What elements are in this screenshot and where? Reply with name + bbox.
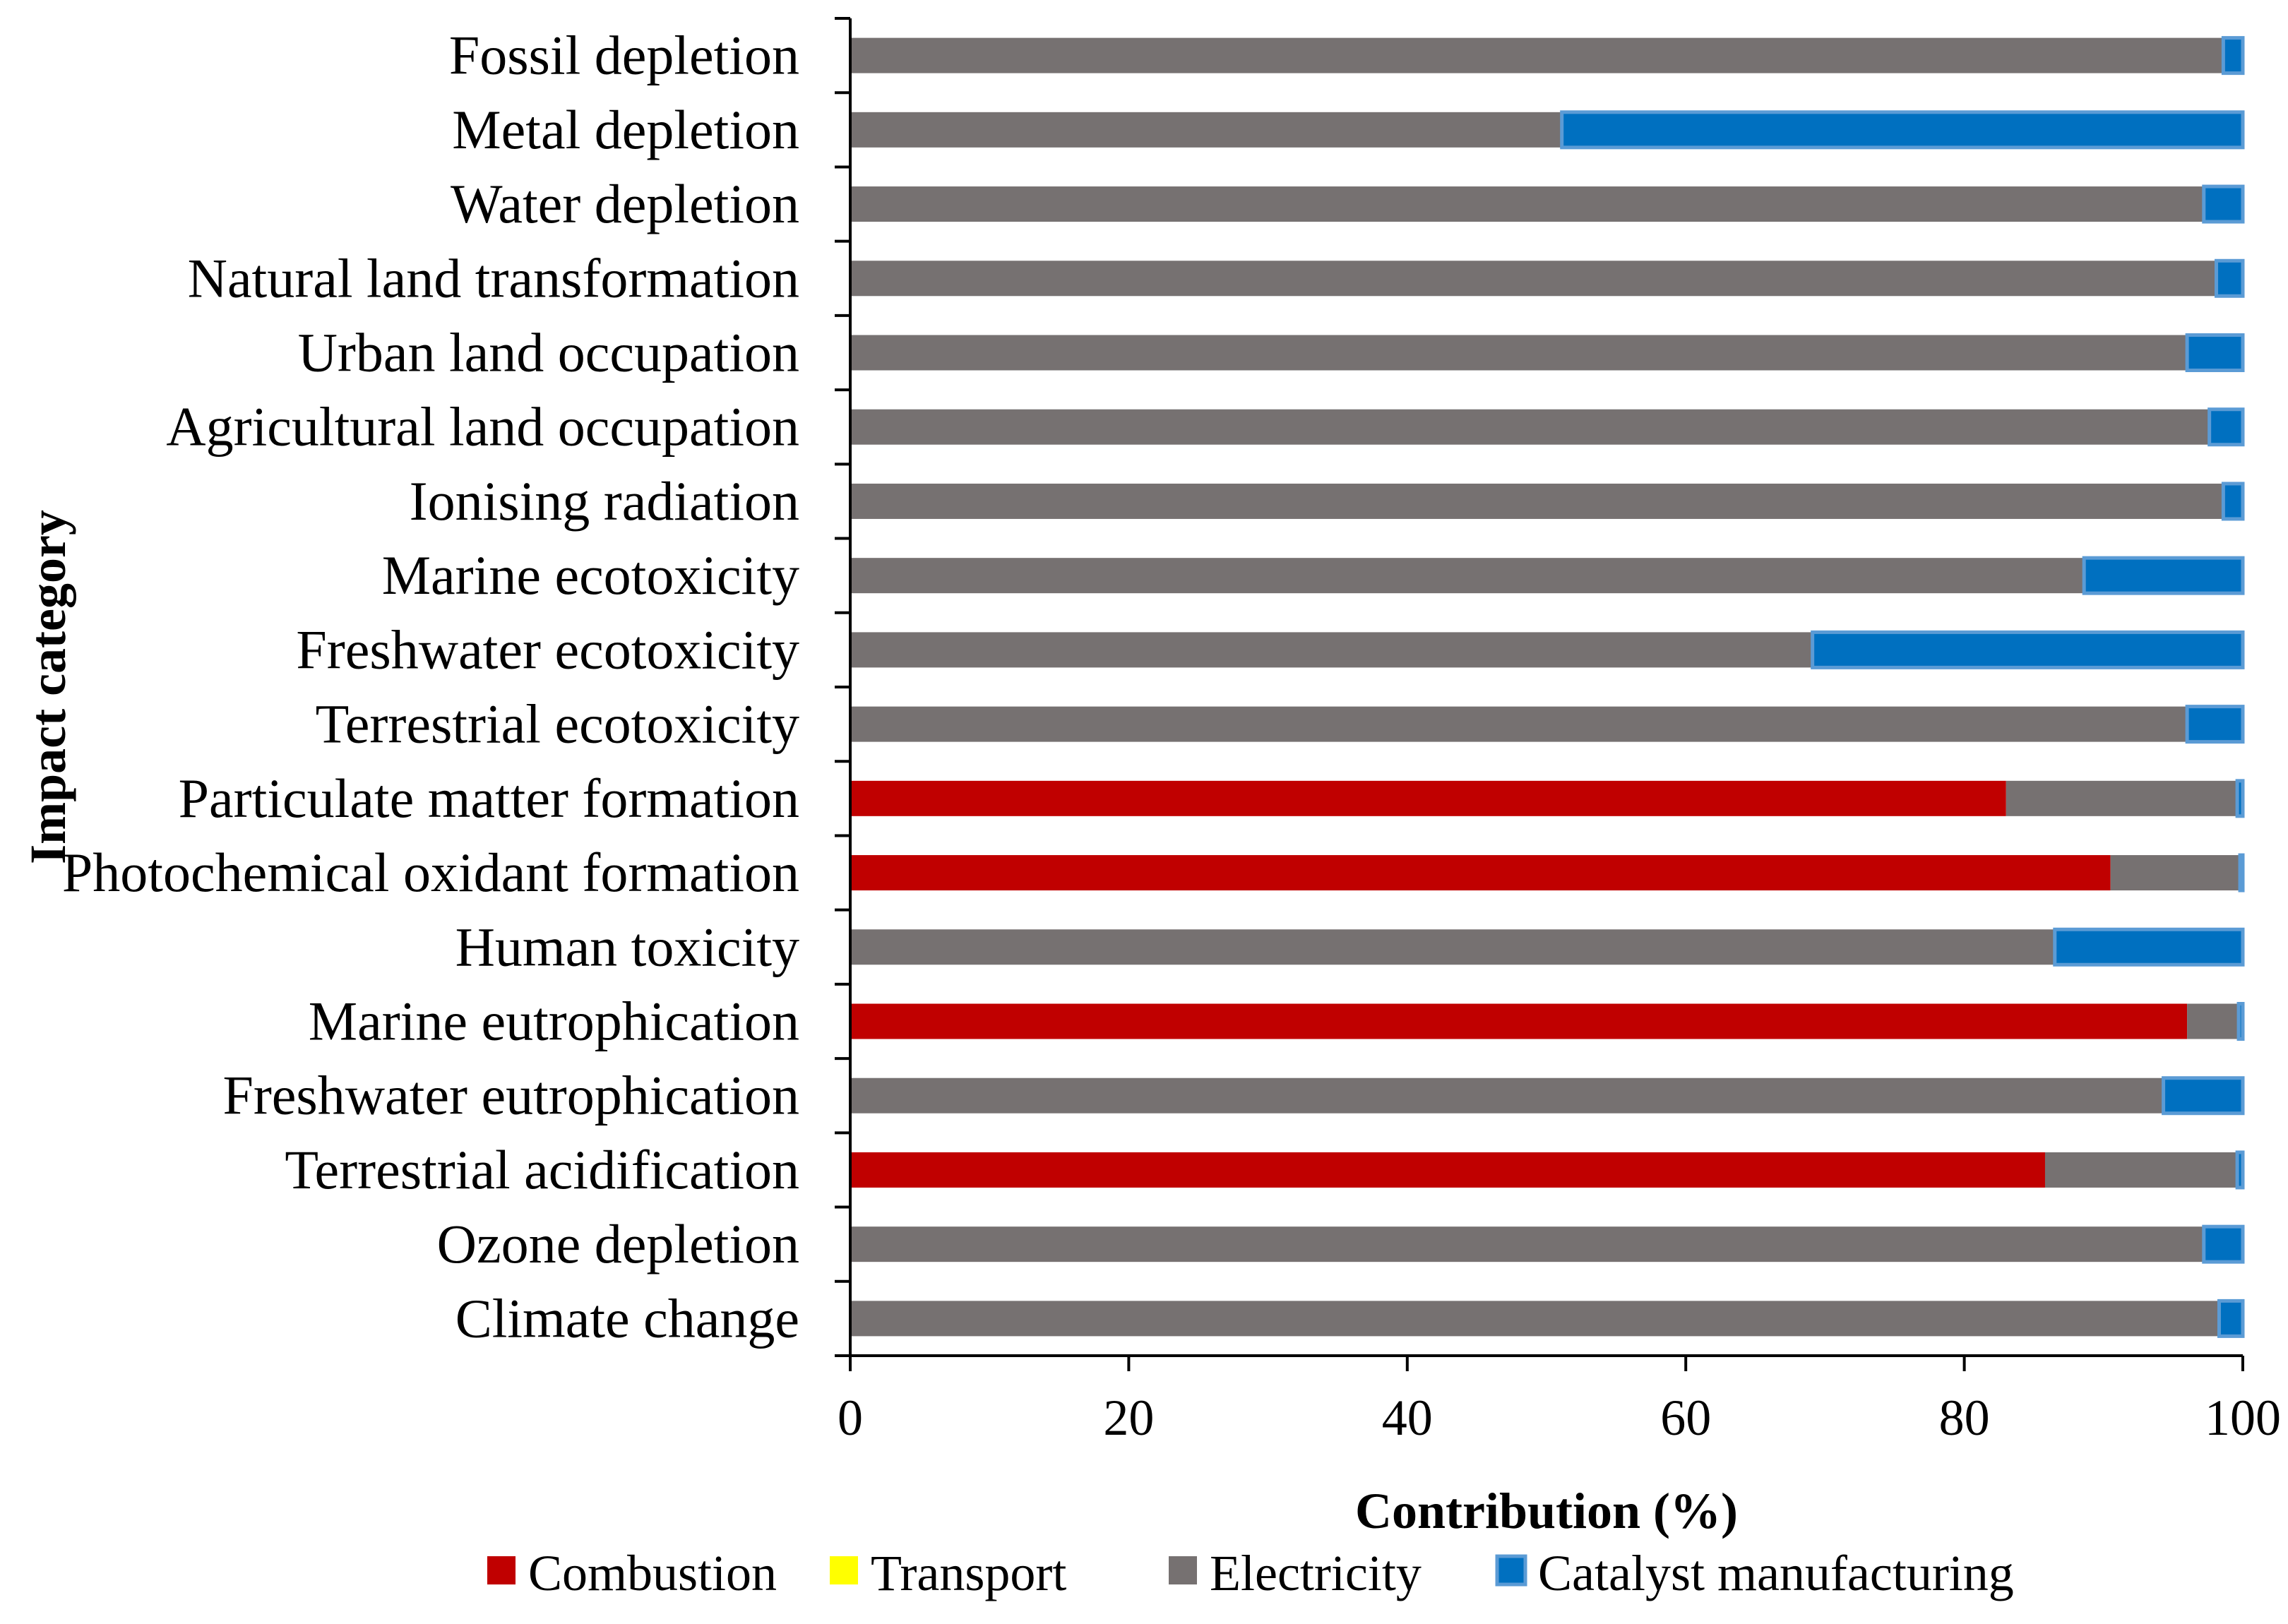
bar-combustion-terrestrial-acidification (850, 1152, 2045, 1188)
bar-electricity-urban-land-occupation (850, 335, 2188, 371)
category-label: Particulate matter formation (179, 768, 799, 829)
x-tick-label: 20 (1103, 1390, 1154, 1446)
bar-electricity-natural-land-transformation (850, 261, 2217, 297)
bar-catalyst-manufacturing-terrestrial-acidification (2235, 1150, 2245, 1190)
category-label: Photochemical oxidant formation (62, 842, 799, 903)
legend-label-electricity: Electricity (1210, 1545, 1422, 1601)
legend-swatch-electricity (1169, 1556, 1197, 1584)
x-tick-label: 0 (838, 1390, 863, 1446)
bar-catalyst-manufacturing-marine-eutrophication (2236, 1002, 2245, 1041)
category-label: Metal depletion (452, 99, 799, 160)
bar-electricity-marine-eutrophication (2187, 1003, 2239, 1039)
bar-combustion-particulate-matter-formation (850, 780, 2006, 816)
category-label: Freshwater ecotoxicity (296, 619, 799, 680)
bar-combustion-photochemical-oxidant-formation (850, 855, 2111, 891)
x-tick-label: 60 (1660, 1390, 1711, 1446)
bar-catalyst-manufacturing-terrestrial-ecotoxicity (2185, 705, 2245, 744)
bar-electricity-freshwater-eutrophication (850, 1077, 2164, 1113)
bar-catalyst-manufacturing-particulate-matter-formation (2235, 779, 2245, 818)
bar-electricity-particulate-matter-formation (2006, 780, 2238, 816)
x-tick-labels: 0 20 40 60 80 100 (838, 1390, 2281, 1446)
bar-electricity-terrestrial-ecotoxicity (850, 706, 2188, 742)
category-label: Fossil depletion (449, 25, 799, 86)
legend-label-transport: Transport (871, 1545, 1066, 1601)
legend-label-combustion: Combustion (528, 1545, 777, 1601)
x-tick-label: 80 (1939, 1390, 1990, 1446)
bar-electricity-metal-depletion (850, 112, 1562, 148)
category-label: Marine eutrophication (309, 991, 799, 1052)
bar-electricity-fossil-depletion (850, 37, 2224, 73)
legend-swatch-catalyst-manufacturing (1495, 1554, 1527, 1587)
category-label: Natural land transformation (188, 247, 799, 309)
bar-catalyst-manufacturing-natural-land-transformation (2215, 258, 2245, 298)
bar-group (850, 36, 2245, 1338)
legend-swatch-combustion (487, 1556, 516, 1584)
bar-catalyst-manufacturing-ozone-depletion (2202, 1224, 2245, 1264)
y-axis-title: Impact category (20, 510, 76, 864)
category-label: Ionising radiation (410, 470, 799, 532)
category-label: Marine ecotoxicity (382, 544, 799, 606)
bar-electricity-climate-change (850, 1301, 2220, 1337)
category-label: Urban land occupation (298, 322, 799, 383)
axes (835, 17, 2244, 1371)
bar-catalyst-manufacturing-freshwater-ecotoxicity (1811, 630, 2245, 669)
bar-catalyst-manufacturing-photochemical-oxidant-formation (2238, 853, 2245, 892)
category-label: Water depletion (451, 173, 799, 234)
category-labels: Fossil depletion Metal depletion Water dep… (62, 25, 799, 1349)
category-label: Ozone depletion (437, 1213, 799, 1274)
bar-combustion-marine-eutrophication (850, 1003, 2188, 1039)
bar-catalyst-manufacturing-agricultural-land-occupation (2207, 407, 2245, 447)
category-label: Freshwater eutrophication (222, 1065, 799, 1126)
bar-catalyst-manufacturing-freshwater-eutrophication (2162, 1076, 2245, 1116)
x-tick-label: 40 (1382, 1390, 1433, 1446)
bar-catalyst-manufacturing-water-depletion (2202, 184, 2245, 224)
legend-swatch-transport (830, 1556, 858, 1584)
bar-catalyst-manufacturing-fossil-depletion (2221, 36, 2245, 76)
bar-electricity-water-depletion (850, 186, 2204, 222)
legend-label-catalyst-manufacturing: Catalyst manufacturing (1538, 1545, 2014, 1601)
bar-catalyst-manufacturing-ionising-radiation (2221, 482, 2245, 521)
category-label: Terrestrial ecotoxicity (316, 693, 799, 755)
category-label: Agricultural land occupation (166, 396, 799, 458)
bar-catalyst-manufacturing-human-toxicity (2053, 927, 2245, 967)
bar-electricity-freshwater-ecotoxicity (850, 632, 1813, 668)
category-label: Climate change (455, 1287, 799, 1349)
bar-electricity-terrestrial-acidification (2044, 1152, 2238, 1188)
bar-electricity-agricultural-land-occupation (850, 409, 2210, 445)
bar-catalyst-manufacturing-climate-change (2217, 1298, 2245, 1338)
bar-electricity-human-toxicity (850, 929, 2055, 965)
category-label: Terrestrial acidification (285, 1139, 799, 1200)
bar-electricity-marine-ecotoxicity (850, 558, 2085, 594)
bar-electricity-ozone-depletion (850, 1226, 2204, 1262)
bar-electricity-photochemical-oxidant-formation (2110, 855, 2241, 891)
x-axis-title: Contribution (%) (1355, 1483, 1738, 1539)
bar-catalyst-manufacturing-marine-ecotoxicity (2082, 556, 2245, 595)
bar-catalyst-manufacturing-metal-depletion (1560, 110, 2245, 150)
category-label: Human toxicity (455, 916, 799, 977)
legend: Combustion Transport Electricity Catalyst m… (487, 1545, 2014, 1601)
bar-electricity-ionising-radiation (850, 483, 2224, 519)
bar-catalyst-manufacturing-urban-land-occupation (2185, 333, 2245, 372)
x-tick-label: 100 (2205, 1390, 2281, 1446)
